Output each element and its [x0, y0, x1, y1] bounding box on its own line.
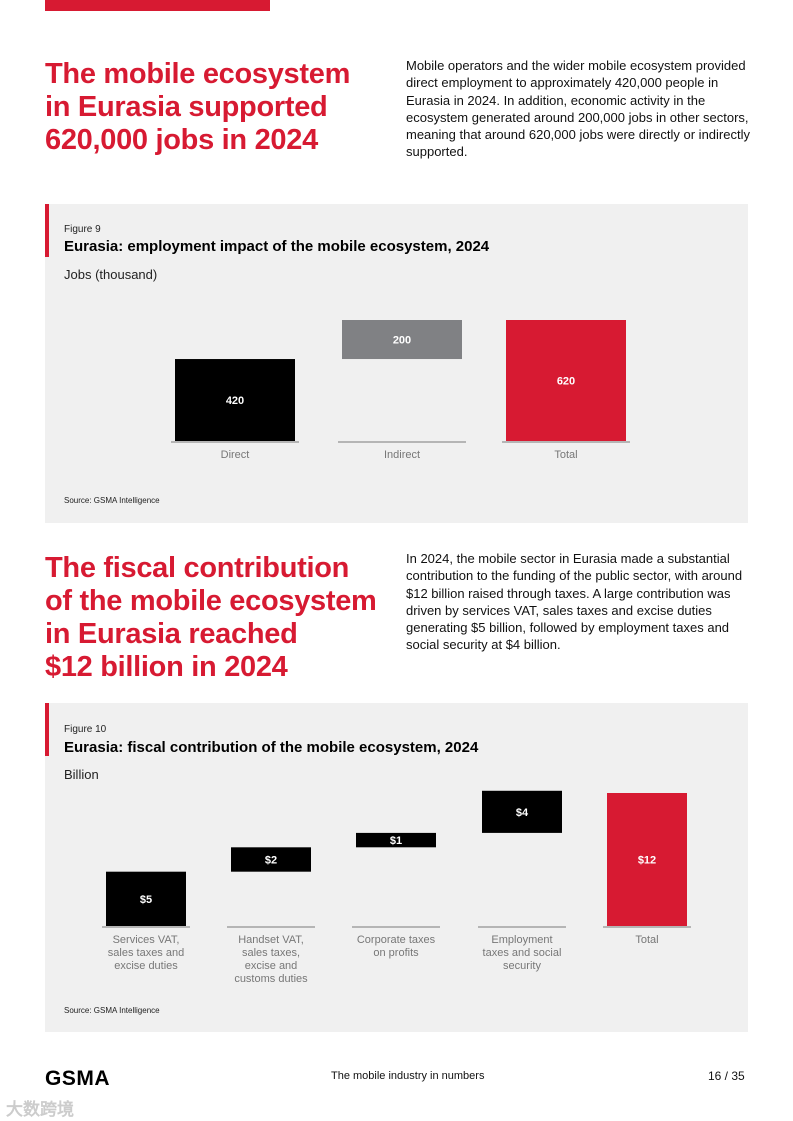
headline-line: 620,000 jobs in 2024	[45, 124, 318, 156]
headline-line: in Eurasia supported	[45, 91, 328, 123]
figure-source: Source: GSMA Intelligence	[64, 1006, 160, 1015]
figure-number: Figure 9	[64, 224, 101, 235]
category-label: on profits	[373, 947, 419, 959]
category-label: customs duties	[234, 973, 308, 985]
data-label: 420	[226, 395, 244, 407]
bar	[231, 847, 311, 872]
category-label: sales taxes and	[108, 947, 184, 959]
headline-line: in Eurasia reached	[45, 618, 298, 650]
bar	[356, 832, 436, 848]
data-label: 200	[393, 335, 411, 347]
gsma-logo: GSMA	[45, 1067, 110, 1090]
category-label: sales taxes,	[242, 947, 300, 959]
page-number: 16 / 35	[708, 1069, 745, 1083]
category-label: Employment	[491, 934, 552, 946]
figure-title: Eurasia: employment impact of the mobile…	[64, 238, 490, 255]
category-label: Indirect	[384, 449, 420, 461]
category-label: Services VAT,	[113, 934, 180, 946]
section2-headline: The fiscal contribution of the mobile ec…	[45, 552, 377, 684]
data-label: $5	[140, 894, 152, 906]
employment-chart: 420 Direct 200 Indirect 620 Total	[171, 320, 630, 461]
watermark: 大数跨境	[6, 1100, 74, 1119]
category-label: taxes and social	[483, 947, 562, 959]
category-label: Corporate taxes	[357, 934, 436, 946]
section2-paragraph: In 2024, the mobile sector in Eurasia ma…	[406, 551, 743, 653]
category-label: excise duties	[114, 960, 178, 972]
figure-title: Eurasia: fiscal contribution of the mobi…	[64, 739, 479, 756]
headline-line: of the mobile ecosystem	[45, 585, 377, 617]
bar	[106, 871, 186, 926]
section1-paragraph: Mobile operators and the wider mobile ec…	[406, 58, 750, 160]
data-label: $2	[265, 855, 277, 867]
figure-source: Source: GSMA Intelligence	[64, 496, 160, 505]
bar	[342, 320, 462, 360]
footer-title: The mobile industry in numbers	[331, 1070, 485, 1082]
data-label: $4	[516, 807, 529, 819]
data-label: 620	[557, 376, 575, 388]
figure10-panel: Figure 10 Eurasia: fiscal contribution o…	[45, 703, 748, 1032]
category-label: Total	[554, 449, 577, 461]
bar	[482, 790, 562, 833]
headline-line: The mobile ecosystem	[45, 58, 351, 90]
figure-unit: Jobs (thousand)	[64, 267, 158, 282]
data-label: $1	[390, 835, 402, 847]
figure9-panel: Figure 9 Eurasia: employment impact of t…	[45, 204, 748, 523]
bar	[175, 359, 295, 441]
figure-accent-bar	[45, 204, 49, 257]
category-label: Handset VAT,	[238, 934, 304, 946]
section1-headline: The mobile ecosystem in Eurasia supporte…	[45, 58, 350, 157]
category-label: security	[503, 960, 541, 972]
bar	[607, 793, 687, 926]
figure-accent-bar	[45, 703, 49, 756]
headline-line: $12 billion in 2024	[45, 651, 288, 683]
top-accent-bar	[45, 0, 270, 11]
figure-number: Figure 10	[64, 724, 107, 735]
category-label: Total	[635, 934, 658, 946]
data-label: $12	[638, 855, 656, 867]
figure-unit: Billion	[64, 767, 99, 782]
category-label: excise and	[245, 960, 298, 972]
bar	[506, 320, 626, 441]
category-label: Direct	[221, 449, 250, 461]
headline-line: The fiscal contribution	[45, 552, 350, 584]
